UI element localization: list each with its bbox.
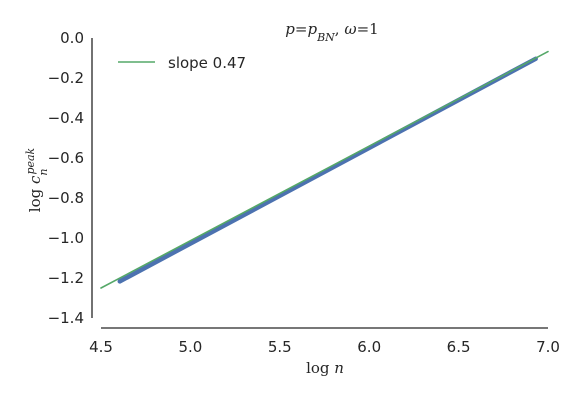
legend-label-slope: slope 0.47 [168,54,246,72]
series-layer [100,50,549,289]
x-tick-labels: 4.5 5.0 5.5 6.0 6.5 7.0 [89,338,560,356]
y-tick-label: −0.2 [48,69,84,87]
y-tick-label: −0.8 [48,189,84,207]
legend: slope 0.47 [118,54,246,72]
y-tick-label: −1.4 [48,309,84,327]
y-tick-label: −0.4 [48,109,84,127]
y-tick-labels: 0.0 −0.2 −0.4 −0.6 −0.8 −1.0 −1.2 −1.4 [48,29,84,327]
data-series-line [117,56,538,284]
y-tick-label: −0.6 [48,149,84,167]
y-tick-label: −1.0 [48,229,84,247]
y-axis-label: log cnpeak [24,147,50,212]
x-tick-label: 6.0 [357,338,381,356]
x-axis-label: log n [306,359,344,377]
slope-fit-line [100,50,549,289]
x-tick-label: 7.0 [536,338,560,356]
y-tick-label: 0.0 [60,29,84,47]
x-tick-label: 5.0 [178,338,202,356]
y-tick-label: −1.2 [48,269,84,287]
chart-title: p=pBN, ω=1 [285,20,378,44]
x-tick-label: 5.5 [268,338,292,356]
x-tick-label: 6.5 [447,338,471,356]
svg-text:log cnpeak: log cnpeak [24,147,50,212]
x-tick-label: 4.5 [89,338,113,356]
